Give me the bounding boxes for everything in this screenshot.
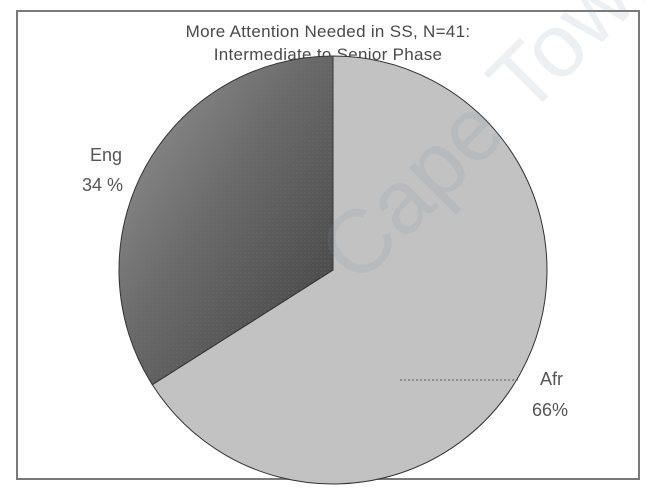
slice-label-eng: Eng — [90, 145, 122, 165]
chart-title: More Attention Needed in SS, N=41: — [185, 22, 471, 41]
pie-slice-texture — [118, 56, 333, 385]
slice-value-afr: 66% — [532, 400, 568, 420]
slice-value-eng: 34 % — [82, 175, 123, 195]
chart-subtitle: Intermediate to Senior Phase — [213, 45, 443, 64]
pie-slice-afr — [151, 55, 548, 485]
slice-label-afr: Afr — [540, 369, 563, 389]
